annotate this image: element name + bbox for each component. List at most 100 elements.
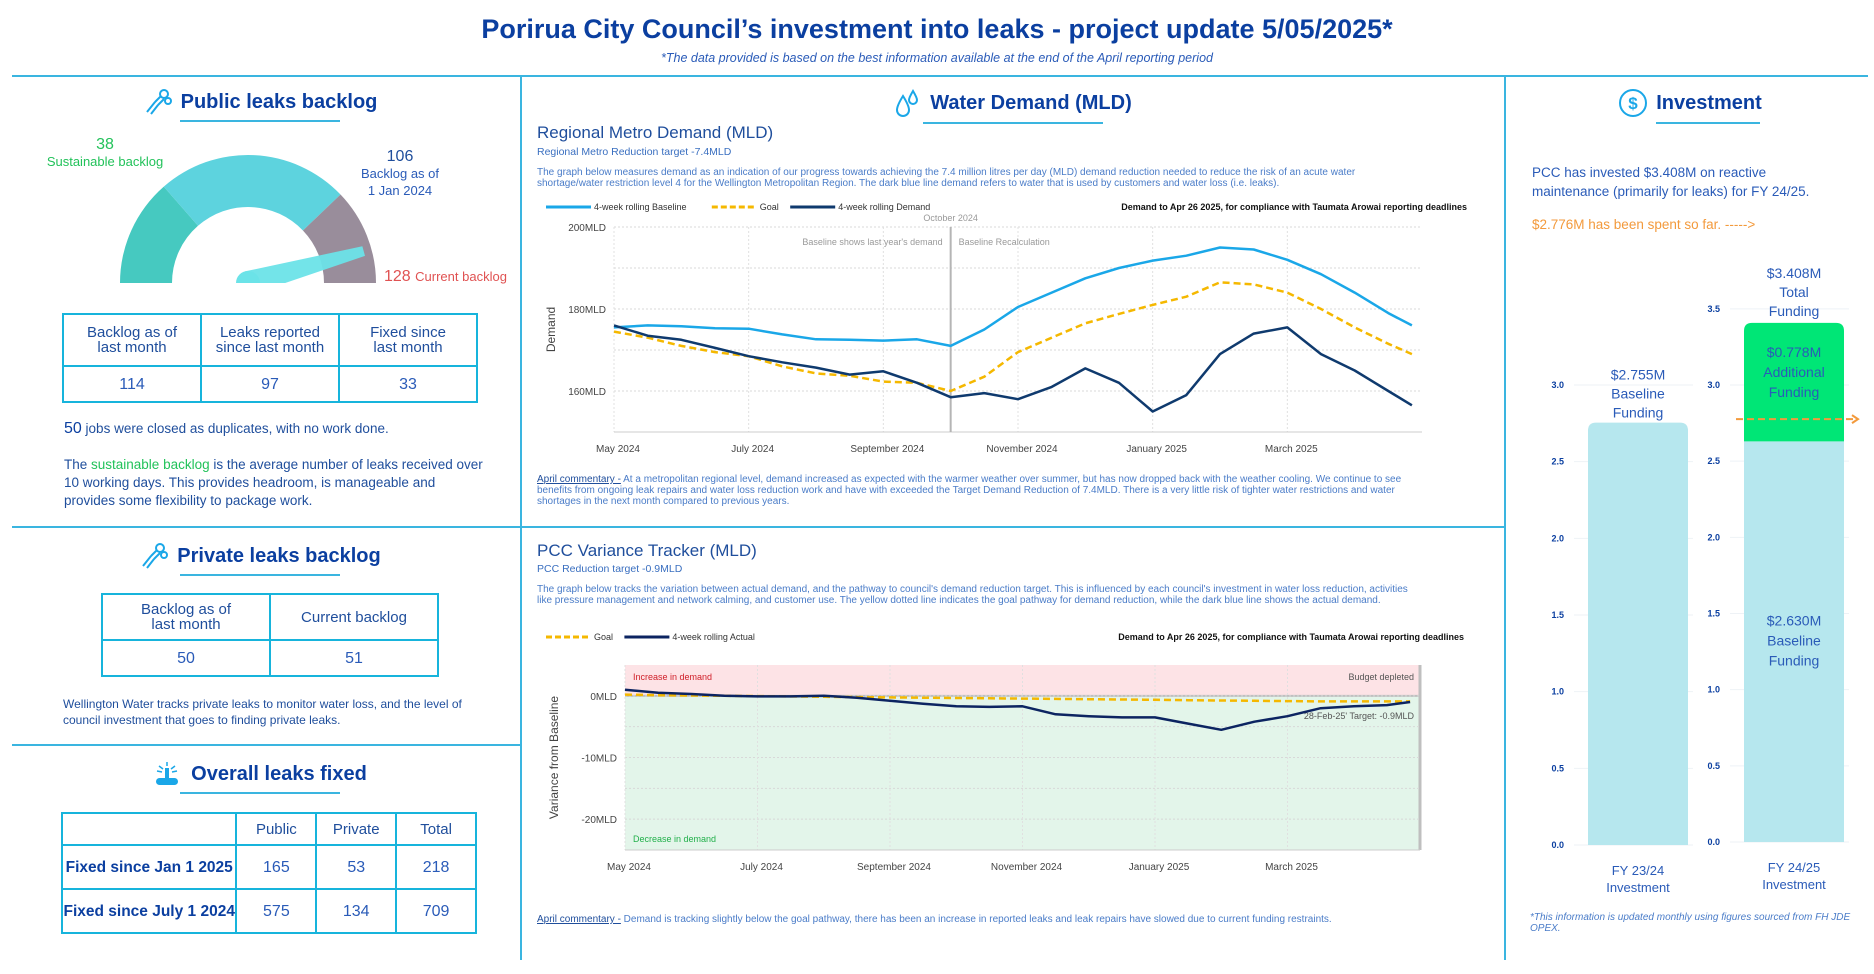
x-tick-label: March 2025 [1265, 862, 1318, 873]
gauge-jan-text-2: 1 Jan 2024 [367, 183, 433, 198]
gauge-sustainable-text: Sustainable backlog [46, 154, 164, 169]
additional-label: Additional [1763, 364, 1825, 380]
x-tick-label: May 2024 [596, 444, 640, 455]
chart-note: Demand to Apr 26 2025, for compliance wi… [1121, 202, 1467, 212]
private-backlog-underline [180, 574, 340, 576]
regional-demand-chart: 160MLD 180MLD 200MLD May 2024 July 2024 Septe… [544, 202, 1467, 455]
water-demand-title: Water Demand (MLD) [894, 88, 1132, 118]
y-axis-label: Demand [544, 307, 558, 352]
divider-public-private [12, 526, 520, 528]
gauge-needle [244, 246, 366, 290]
investment-title: $ Investment [1618, 88, 1762, 118]
fy2324-label: Baseline [1611, 386, 1665, 402]
overall-row-label: Fixed since July 1 2024 [60, 888, 238, 934]
x-tick-label: May 2024 [607, 862, 651, 873]
private-backlog-title: Private leaks backlog [139, 542, 381, 570]
regional-chart-description: The graph below measures demand as an in… [537, 167, 1356, 189]
private-backlog-header: Private leaks backlog [0, 542, 520, 576]
public-backlog-title-text: Public leaks backlog [180, 90, 378, 113]
investment-y-tick: 1.5 [1707, 609, 1720, 619]
baseline-right-label: Baseline Recalculation [959, 237, 1050, 247]
duplicates-count: 50 [64, 420, 82, 437]
budget-label: Budget depleted [1348, 672, 1414, 682]
gauge-segment-sustainable [120, 186, 198, 283]
overall-fixed-title-text: Overall leaks fixed [191, 762, 367, 785]
regional-commentary: April commentary - At a metropolitan reg… [537, 474, 1402, 507]
x-tick-label: March 2025 [1265, 444, 1318, 455]
overall-col-header-public: Public [235, 812, 318, 846]
private-backlog-table: Backlog as of last month Current backlog … [101, 593, 439, 677]
private-table-value-1: 51 [269, 639, 439, 677]
vline-label: October 2024 [923, 213, 978, 223]
x-tick-label: September 2024 [850, 444, 924, 455]
investment-category-label: FY 24/25 [1768, 860, 1821, 875]
investment-chart: 0.0 0.5 1.0 1.5 2.0 2.5 3.0 FY 23/24 Investment 0… [1551, 265, 1860, 895]
gauge-current-value: 128 [384, 268, 411, 285]
investment-y-tick: 3.5 [1707, 304, 1720, 314]
divider-right [1504, 76, 1506, 960]
y-tick-label: 160MLD [568, 387, 606, 398]
overall-col-header-private: Private [315, 812, 398, 846]
overall-col-header-0 [60, 812, 238, 846]
public-backlog-underline [180, 120, 340, 122]
private-table-header-1: Current backlog [269, 593, 439, 641]
divider-charts [522, 526, 1504, 528]
page-title: Porirua City Council’s investment into l… [481, 14, 1393, 44]
regional-commentary-label[interactable]: April commentary - [537, 474, 621, 485]
y-tick-label: 0MLD [590, 692, 617, 703]
wrench-hand-icon [145, 89, 172, 115]
gauge-mask [100, 283, 400, 290]
investment-y-tick: 0.0 [1551, 840, 1564, 850]
bar-fy2324-baseline [1588, 422, 1688, 845]
public-backlog-table: Backlog as of last month Leaks reported si… [62, 313, 478, 403]
x-tick-label: July 2024 [740, 862, 783, 873]
gauge-current-text: Current backlog [415, 269, 507, 284]
page-subtitle: *The data provided is based on the best … [661, 51, 1213, 65]
public-table-value-2: 33 [338, 365, 478, 403]
water-drops-icon [896, 89, 919, 117]
public-table-header-2: Fixed since last month [338, 313, 478, 367]
spent-marker-arrow-icon [1851, 414, 1860, 424]
legend-label: 4-week rolling Actual [672, 632, 755, 642]
investment-underline [1656, 122, 1760, 124]
x-tick-label: November 2024 [986, 444, 1058, 455]
investment-y-tick: 1.0 [1551, 687, 1564, 697]
y-tick-label: -20MLD [581, 815, 617, 826]
private-table-header-0: Backlog as of last month [101, 593, 271, 641]
investment-y-tick: 2.0 [1707, 532, 1720, 542]
public-table-header-0: Backlog as of last month [62, 313, 202, 367]
overall-fixed-title: Overall leaks fixed [153, 760, 367, 788]
y-tick-label: 180MLD [568, 305, 606, 316]
investment-header: $ Investment [1506, 88, 1874, 124]
decrease-label: Decrease in demand [633, 834, 716, 844]
investment-spent-text: $2.776M has been spent so far. -----> [1532, 217, 1756, 232]
overall-row-total: 709 [395, 888, 477, 934]
water-demand-title-text: Water Demand (MLD) [930, 91, 1132, 114]
private-backlog-note: Wellington Water tracks private leaks to… [63, 697, 462, 727]
gauge-jan-label: 106 Backlog as of 1 Jan 2024 [340, 148, 460, 199]
svg-text:$: $ [1628, 94, 1638, 113]
baseline-value-label: $2.630M [1767, 613, 1821, 629]
x-tick-label: July 2024 [731, 444, 774, 455]
public-table-value-0: 114 [62, 365, 202, 403]
investment-y-tick: 3.0 [1551, 380, 1564, 390]
bar-fy2425-baseline [1744, 441, 1844, 842]
total-value-label: $3.408M [1767, 265, 1821, 281]
overall-row: Fixed since Jan 1 2025 165 53 218 [60, 844, 477, 890]
series-line-goal [613, 281, 1413, 393]
variance-commentary-label[interactable]: April commentary - [537, 914, 621, 925]
legend-label: Goal [594, 632, 613, 642]
y-tick-label: 200MLD [568, 223, 606, 234]
overall-row-total: 218 [395, 844, 477, 890]
investment-footer: *This information is updated monthly usi… [1530, 912, 1851, 934]
duplicates-note: 50 jobs were closed as duplicates, with … [64, 420, 504, 438]
x-tick-label: November 2024 [991, 862, 1063, 873]
total-label: Total [1779, 284, 1809, 300]
x-tick-label: September 2024 [857, 862, 931, 873]
investment-category-label: FY 23/24 [1612, 863, 1665, 878]
variance-commentary: April commentary - Demand is tracking sl… [537, 914, 1332, 925]
fy2324-label: Funding [1613, 405, 1664, 421]
baseline-label: Funding [1769, 653, 1820, 669]
overall-row: Fixed since July 1 2024 575 134 709 [60, 888, 477, 934]
gauge-segment-to-jan [163, 155, 341, 231]
